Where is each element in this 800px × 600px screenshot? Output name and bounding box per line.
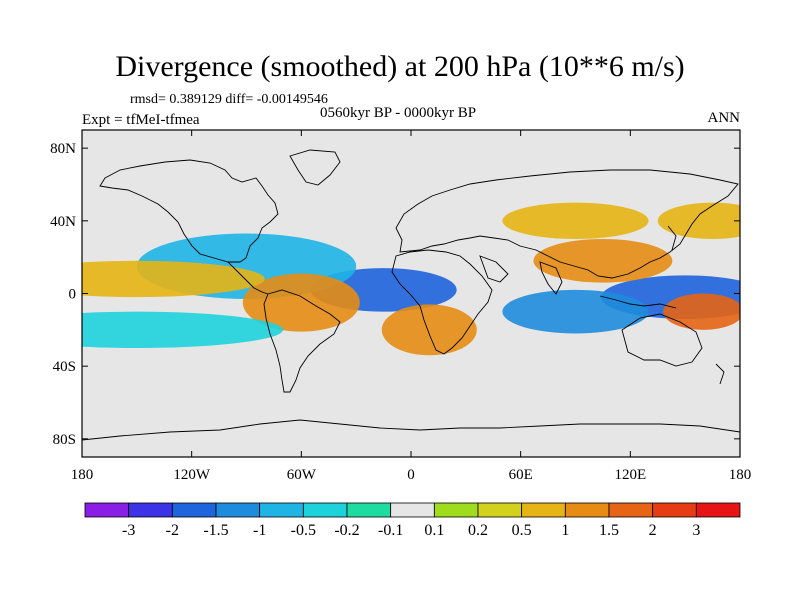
period-text: 0560kyr BP - 0000kyr BP	[320, 105, 477, 121]
colorbar-label: -0.2	[334, 522, 359, 539]
colorbar-label: 3	[692, 522, 700, 539]
colorbar-swatch	[346, 502, 392, 518]
coast-north-america	[99, 159, 279, 263]
coast-arabia	[479, 255, 509, 283]
colorbar-swatch	[433, 502, 479, 518]
divergence-region	[502, 202, 649, 239]
colorbar-label: 1	[561, 522, 569, 539]
coast-antarctica	[82, 419, 740, 441]
coast-africa	[391, 249, 493, 355]
colorbar-label: -2	[166, 522, 179, 539]
coast-australia	[621, 313, 703, 367]
coast-japan	[667, 225, 677, 251]
coastlines	[82, 149, 740, 441]
coast-india	[539, 261, 563, 295]
colorbar-swatch	[259, 502, 304, 518]
y-tick-label: 0	[69, 287, 77, 303]
colorbar-swatch	[84, 502, 130, 518]
axis-ticks: 180 120W 60W 0 60E 120E 180 80N 40N 0 40S 80S	[50, 130, 751, 483]
colorbar-swatch	[652, 502, 697, 518]
divergence-region	[502, 289, 649, 334]
colorbar-swatch	[477, 502, 523, 518]
divergence-region	[242, 273, 360, 332]
colorbar-label: -0.5	[291, 522, 316, 539]
divergence-region	[82, 311, 284, 348]
divergence-region	[657, 202, 740, 239]
colorbar-swatch	[695, 502, 741, 518]
colorbar-swatch	[608, 502, 654, 518]
colorbar-label: 2	[649, 522, 657, 539]
divergence-region	[663, 293, 740, 330]
colorbar-label: 1.5	[599, 522, 619, 539]
plot-title: Divergence (smoothed) at 200 hPa (10**6 …	[115, 50, 685, 83]
colorbar-label: 0.5	[512, 522, 532, 539]
y-tick-label: 80N	[50, 141, 76, 157]
colorbar-swatch	[521, 502, 566, 518]
colorbar-label: 0.1	[424, 522, 444, 539]
coast-greenland	[289, 149, 341, 186]
colorbar-swatch	[390, 502, 435, 518]
divergence-region	[533, 238, 673, 283]
colorbar-label: -0.1	[378, 522, 403, 539]
experiment-label: Expt = tfMeI-tfmea	[82, 112, 200, 128]
coast-central-america	[227, 261, 269, 295]
colorbar-swatch	[302, 502, 348, 518]
colorbar-label: 0.2	[468, 522, 488, 539]
x-tick-label: 0	[407, 467, 415, 483]
divergence-field	[82, 202, 740, 356]
x-tick-label: 120E	[614, 467, 646, 483]
colorbar: -3 -2 -1.5 -1 -0.5 -0.2 -0.1 0.1 0.2 0.5 1 1.5 2 3	[84, 502, 741, 539]
y-tick-label: 40N	[50, 214, 76, 230]
coast-new-zealand	[715, 363, 725, 385]
colorbar-swatch	[564, 502, 610, 518]
colorbar-swatch	[128, 502, 173, 518]
x-tick-label: 60E	[509, 467, 533, 483]
y-tick-label: 40S	[53, 359, 76, 375]
coast-indonesia	[599, 295, 677, 309]
x-tick-label: 180	[729, 467, 752, 483]
season-label: ANN	[707, 110, 741, 126]
divergence-region	[381, 304, 477, 356]
x-tick-label: 60W	[287, 467, 317, 483]
colorbar-swatch	[215, 502, 261, 518]
colorbar-swatch	[171, 502, 217, 518]
colorbar-label: -1	[253, 522, 266, 539]
colorbar-label: -3	[122, 522, 135, 539]
x-tick-label: 120W	[173, 467, 211, 483]
colorbar-label: -1.5	[203, 522, 228, 539]
x-tick-label: 180	[71, 467, 94, 483]
y-tick-label: 80S	[53, 432, 76, 448]
stats-text: rmsd= 0.389129 diff= -0.00149546	[130, 92, 328, 107]
coast-south-america	[263, 289, 341, 393]
coast-eurasia	[395, 169, 739, 279]
divergence-region	[82, 260, 265, 298]
